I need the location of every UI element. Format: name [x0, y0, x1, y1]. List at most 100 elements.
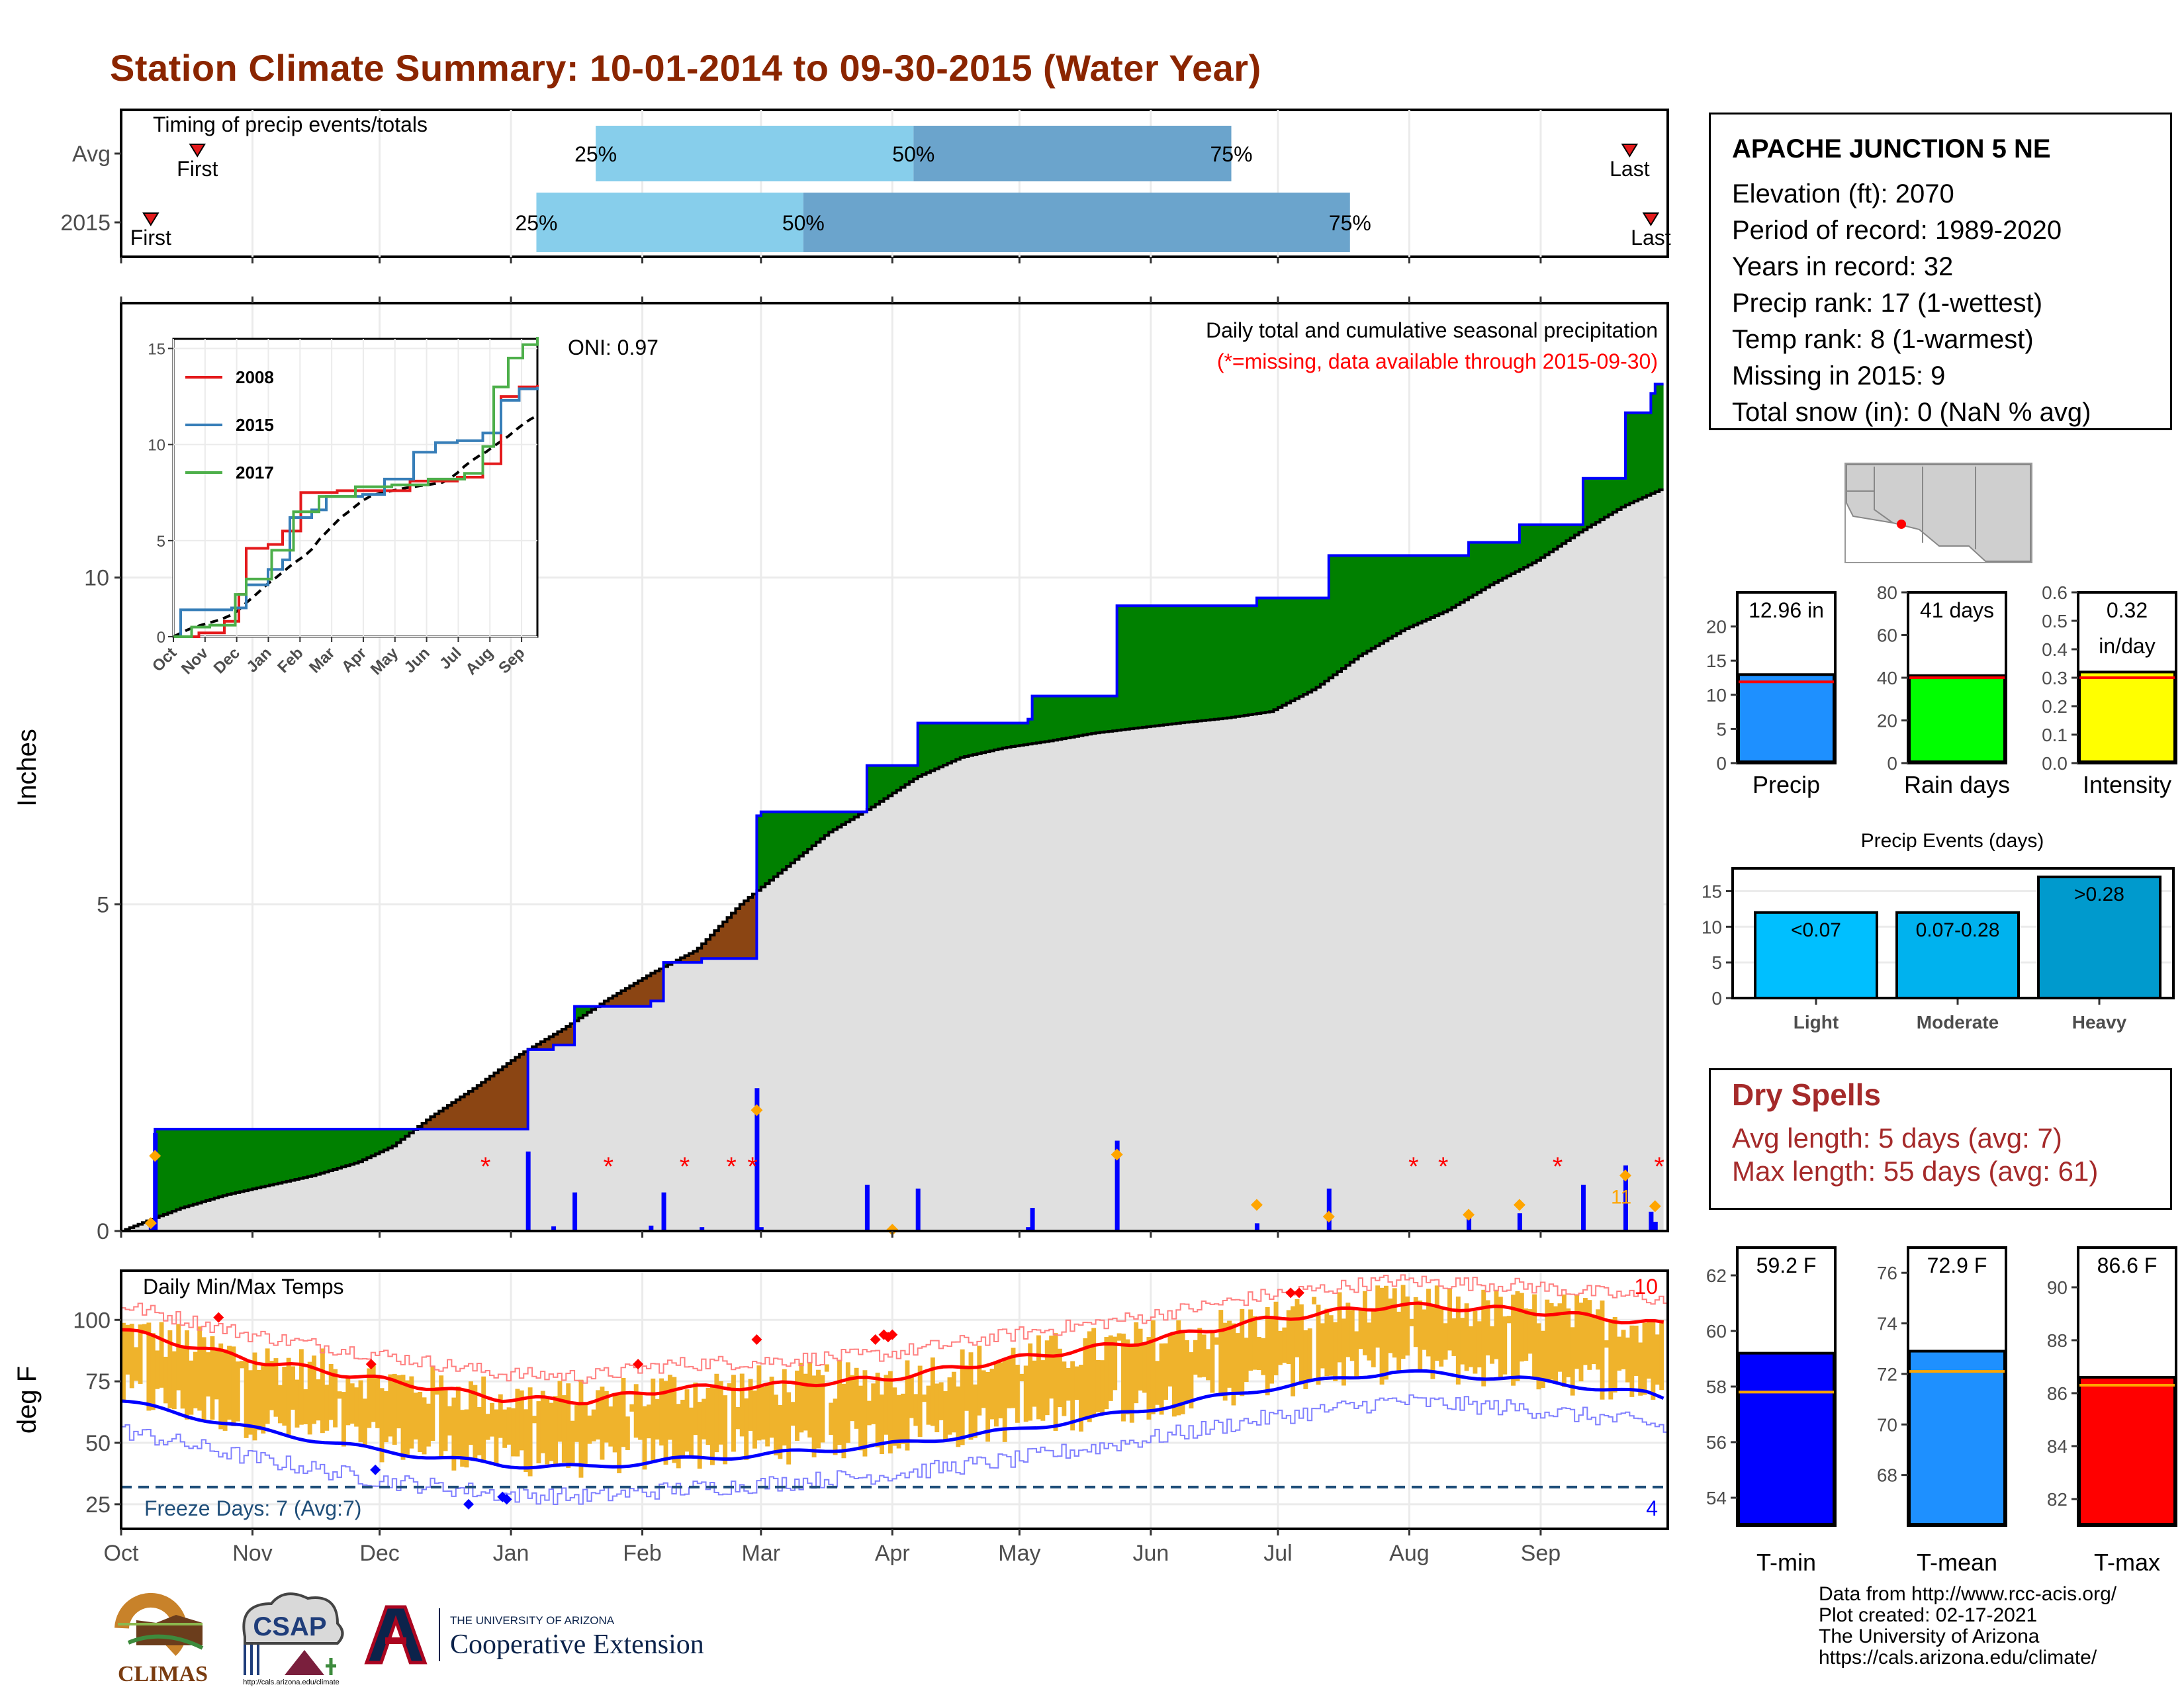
daily-temp-bar — [134, 1347, 139, 1381]
daily-temp-bar — [1426, 1289, 1431, 1357]
timing-last-marker — [1621, 144, 1639, 158]
daily-temp-bar — [1418, 1301, 1423, 1369]
daily-temp-bar — [1282, 1327, 1287, 1363]
avg-min-temp-line — [120, 1369, 1664, 1470]
tmean-gauge-value: 72.9 F — [1927, 1254, 1987, 1277]
daily-temp-bar — [430, 1366, 435, 1441]
daily-precip-bar — [1580, 1185, 1586, 1231]
freeze-days: Freeze Days: 7 (Avg:7) — [144, 1496, 361, 1520]
daily-temp-bar — [1231, 1323, 1236, 1406]
daily-temp-bar — [469, 1381, 473, 1445]
ua-extension-logo[interactable]: THE UNIVERSITY OF ARIZONA Cooperative Ex… — [361, 1602, 745, 1668]
events-category-label: Moderate — [1917, 1012, 1999, 1032]
timing-bar-second-half — [803, 193, 1350, 252]
csap-logo-text: CSAP — [253, 1612, 326, 1641]
daily-temp-bar — [176, 1324, 181, 1391]
precip-ytick-label: 0 — [97, 1219, 109, 1244]
missing-data-marker: * — [1438, 1152, 1449, 1181]
daily-temp-bar — [1490, 1326, 1494, 1364]
daily-temp-bar — [185, 1330, 189, 1420]
daily-temp-bar — [422, 1397, 427, 1455]
precip-event-marker — [1463, 1209, 1475, 1221]
climas-logo[interactable]: CLIMAS — [110, 1582, 216, 1688]
daily-temp-bar — [167, 1330, 173, 1408]
daily-temp-bar — [265, 1348, 270, 1424]
daily-temp-bar — [1218, 1310, 1224, 1396]
inset-series-2017 — [173, 337, 539, 638]
daily-temp-bar — [536, 1401, 541, 1464]
daily-temp-bar — [1341, 1318, 1346, 1386]
daily-temp-bar — [570, 1420, 575, 1463]
daily-temp-bar — [1557, 1303, 1563, 1372]
daily-temp-bar — [1040, 1360, 1046, 1421]
csap-logo[interactable]: CSAP http://cals.arizona.edu/climate — [232, 1584, 351, 1686]
daily-temp-bar — [1066, 1367, 1071, 1401]
daily-temp-bar — [316, 1379, 321, 1421]
daily-precip-bar — [1115, 1140, 1120, 1231]
daily-temp-bar — [1502, 1316, 1508, 1375]
daily-temp-bar — [383, 1391, 388, 1443]
daily-temp-bar — [880, 1394, 884, 1454]
tmax-gauge-tick-label: 86 — [2047, 1383, 2068, 1404]
tmean-gauge-tick-label: 70 — [1877, 1414, 1897, 1435]
events-bin-label: >0.28 — [2074, 884, 2124, 905]
intensity-gauge-tick-label: 0.5 — [2042, 611, 2068, 631]
daily-temp-bar — [638, 1393, 643, 1440]
daily-temp-bar — [1320, 1323, 1325, 1369]
precip-event-marker — [1619, 1169, 1631, 1182]
daily-temp-bar — [163, 1356, 168, 1404]
daily-temp-bar — [1591, 1316, 1596, 1365]
daily-temp-bar — [1134, 1322, 1139, 1404]
events-bar-moderate — [1895, 911, 2020, 1000]
precip-gauge-tick-label: 15 — [1706, 651, 1727, 671]
daily-temp-bar — [481, 1376, 486, 1462]
inset-avg-line — [173, 414, 538, 638]
daily-temp-bar — [896, 1394, 901, 1449]
daily-temp-bar — [193, 1351, 198, 1408]
daily-temp-bar — [735, 1407, 741, 1430]
daily-temp-bar — [371, 1365, 376, 1422]
tmax-gauge-tick-label: 84 — [2047, 1436, 2068, 1457]
daily-temp-bar — [222, 1349, 228, 1431]
daily-temp-bar — [642, 1406, 647, 1470]
location-map — [1844, 463, 2032, 563]
daily-temp-bar — [824, 1364, 829, 1372]
daily-temp-bar — [591, 1409, 596, 1441]
daily-temp-bar — [702, 1398, 707, 1440]
daily-temp-bar — [1180, 1330, 1185, 1414]
daily-temp-bar — [884, 1375, 889, 1435]
daily-temp-bar — [688, 1407, 694, 1458]
daily-temp-bar — [1206, 1349, 1211, 1381]
daily-temp-bar — [803, 1373, 808, 1431]
daily-temp-bar — [1252, 1316, 1257, 1370]
daily-precip-bar — [864, 1185, 870, 1231]
daily-temp-bar — [460, 1410, 465, 1467]
daily-temp-bar — [248, 1370, 253, 1435]
daily-temp-bar — [985, 1371, 991, 1442]
daily-temp-bar — [1524, 1308, 1529, 1361]
daily-temp-bar — [1608, 1318, 1614, 1400]
daily-precip-bar — [1653, 1222, 1658, 1231]
raindays-gauge-tick-label: 20 — [1877, 711, 1897, 731]
tmax-gauge: 82 84 86 88 90 86.6 F T-max — [2047, 1246, 2177, 1576]
daily-temp-bar — [659, 1378, 664, 1446]
tmax-gauge-label: T-max — [2094, 1549, 2160, 1576]
daily-temp-bar — [1083, 1338, 1088, 1420]
daily-temp-bar — [189, 1360, 194, 1415]
daily-temp-bar — [1379, 1287, 1385, 1385]
daily-temp-bar — [1655, 1334, 1660, 1385]
daily-temp-bar — [1138, 1328, 1143, 1391]
daily-temp-bar — [566, 1383, 571, 1468]
record-high-marker — [365, 1359, 377, 1370]
daily-temp-bar — [341, 1392, 346, 1447]
month-axis-label: Mar — [742, 1541, 781, 1566]
daily-temp-bar — [778, 1404, 783, 1459]
daily-temp-bar — [273, 1358, 279, 1417]
daily-temp-bar — [307, 1361, 312, 1435]
daily-temp-bar — [392, 1373, 397, 1445]
inset-ytick-label: 10 — [148, 437, 165, 455]
daily-temp-bar — [1087, 1331, 1092, 1422]
daily-temp-bar — [1269, 1316, 1275, 1384]
daily-temp-bar — [1015, 1365, 1020, 1423]
daily-temp-bar — [362, 1398, 367, 1447]
